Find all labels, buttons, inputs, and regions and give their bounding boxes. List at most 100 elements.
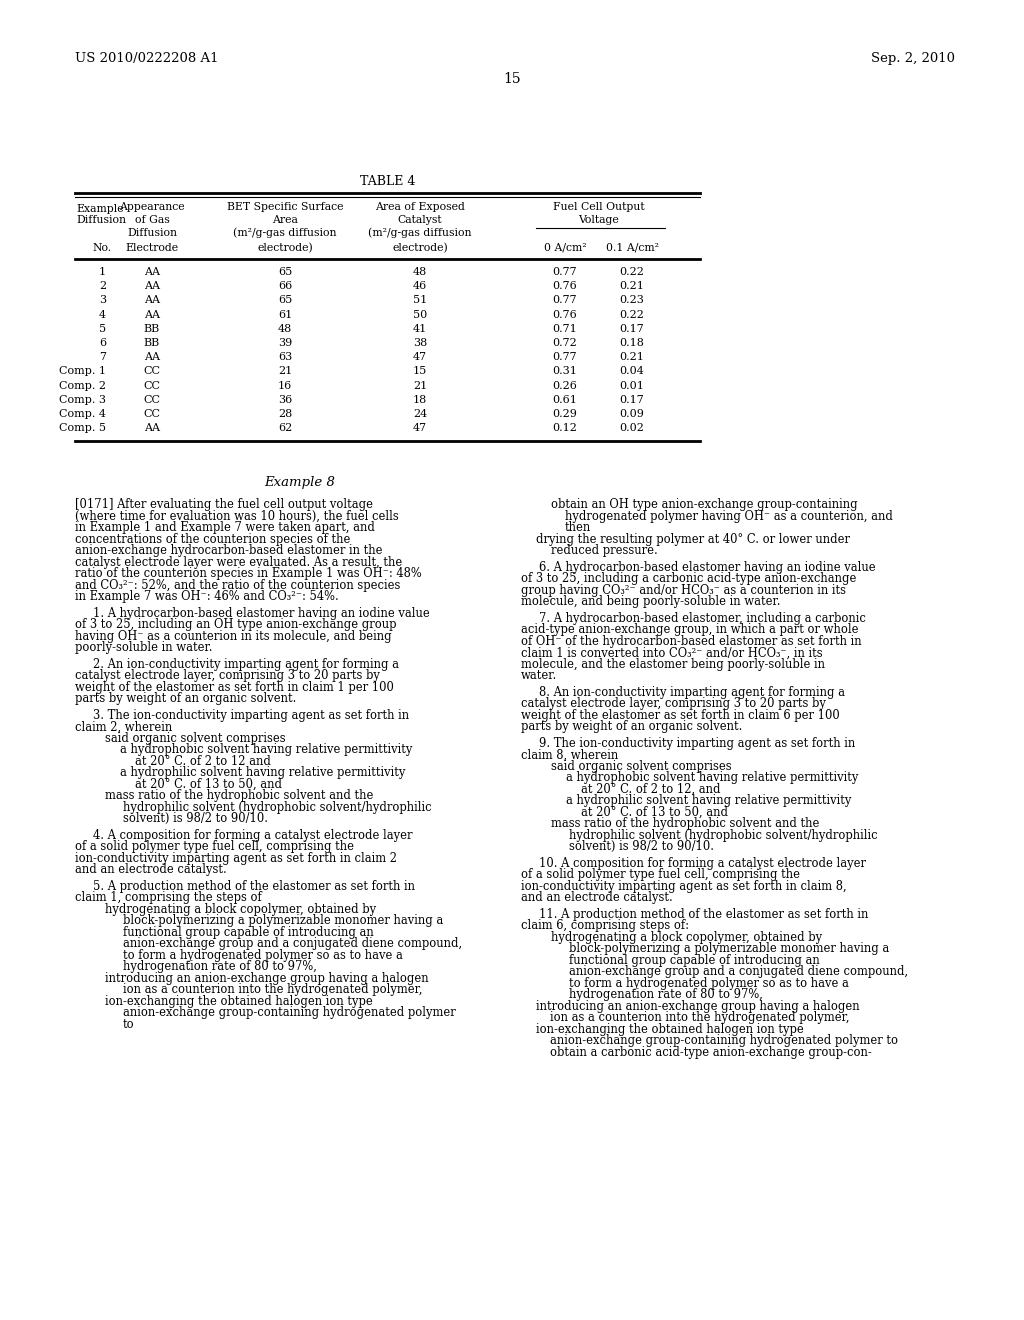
Text: at 20° C. of 13 to 50, and: at 20° C. of 13 to 50, and: [135, 777, 282, 791]
Text: 50: 50: [413, 310, 427, 319]
Text: weight of the elastomer as set forth in claim 1 per 100: weight of the elastomer as set forth in …: [75, 681, 394, 694]
Text: Electrode: Electrode: [125, 243, 178, 253]
Text: group having CO₃²⁻ and/or HCO₃⁻ as a counterion in its: group having CO₃²⁻ and/or HCO₃⁻ as a cou…: [521, 583, 846, 597]
Text: reduced pressure.: reduced pressure.: [551, 544, 657, 557]
Text: a hydrophobic solvent having relative permittivity: a hydrophobic solvent having relative pe…: [120, 743, 413, 756]
Text: 47: 47: [413, 352, 427, 362]
Text: and an electrode catalyst.: and an electrode catalyst.: [521, 891, 673, 904]
Text: Sep. 2, 2010: Sep. 2, 2010: [871, 51, 955, 65]
Text: BB: BB: [144, 338, 160, 348]
Text: 11. A production method of the elastomer as set forth in: 11. A production method of the elastomer…: [539, 908, 868, 921]
Text: of a solid polymer type fuel cell, comprising the: of a solid polymer type fuel cell, compr…: [521, 869, 800, 882]
Text: and an electrode catalyst.: and an electrode catalyst.: [75, 863, 226, 876]
Text: AA: AA: [144, 267, 160, 277]
Text: 0.71: 0.71: [553, 323, 578, 334]
Text: hydrogenating a block copolymer, obtained by: hydrogenating a block copolymer, obtaine…: [551, 931, 822, 944]
Text: said organic solvent comprises: said organic solvent comprises: [551, 760, 731, 774]
Text: catalyst electrode layer were evaluated. As a result, the: catalyst electrode layer were evaluated.…: [75, 556, 402, 569]
Text: 28: 28: [278, 409, 292, 418]
Text: then: then: [565, 521, 591, 535]
Text: 6: 6: [99, 338, 106, 348]
Text: Fuel Cell Output
Voltage: Fuel Cell Output Voltage: [553, 202, 644, 224]
Text: obtain an OH type anion-exchange group-containing: obtain an OH type anion-exchange group-c…: [551, 499, 858, 511]
Text: in Example 1 and Example 7 were taken apart, and: in Example 1 and Example 7 were taken ap…: [75, 521, 375, 535]
Text: 2. An ion-conductivity imparting agent for forming a: 2. An ion-conductivity imparting agent f…: [93, 657, 399, 671]
Text: to: to: [123, 1018, 134, 1031]
Text: 62: 62: [278, 424, 292, 433]
Text: AA: AA: [144, 424, 160, 433]
Text: anion-exchange group-containing hydrogenated polymer to: anion-exchange group-containing hydrogen…: [550, 1035, 898, 1047]
Text: 0.26: 0.26: [553, 380, 578, 391]
Text: 0.72: 0.72: [553, 338, 578, 348]
Text: 39: 39: [278, 338, 292, 348]
Text: introducing an anion-exchange group having a halogen: introducing an anion-exchange group havi…: [536, 1001, 859, 1012]
Text: weight of the elastomer as set forth in claim 6 per 100: weight of the elastomer as set forth in …: [521, 709, 840, 722]
Text: Example 8: Example 8: [264, 477, 336, 490]
Text: solvent) is 98/2 to 90/10.: solvent) is 98/2 to 90/10.: [123, 812, 268, 825]
Text: BET Specific Surface
Area
(m²/g-gas diffusion: BET Specific Surface Area (m²/g-gas diff…: [226, 202, 343, 239]
Text: 0.21: 0.21: [620, 352, 644, 362]
Text: Comp. 4: Comp. 4: [59, 409, 106, 418]
Text: hydrogenation rate of 80 to 97%,: hydrogenation rate of 80 to 97%,: [123, 961, 316, 973]
Text: 0.61: 0.61: [553, 395, 578, 405]
Text: anion-exchange group and a conjugated diene compound,: anion-exchange group and a conjugated di…: [123, 937, 462, 950]
Text: having OH⁻ as a counterion in its molecule, and being: having OH⁻ as a counterion in its molecu…: [75, 630, 391, 643]
Text: a hydrophilic solvent having relative permittivity: a hydrophilic solvent having relative pe…: [120, 767, 406, 779]
Text: functional group capable of introducing an: functional group capable of introducing …: [123, 925, 374, 939]
Text: functional group capable of introducing an: functional group capable of introducing …: [569, 954, 820, 966]
Text: acid-type anion-exchange group, in which a part or whole: acid-type anion-exchange group, in which…: [521, 623, 858, 636]
Text: Appearance
of Gas
Diffusion: Appearance of Gas Diffusion: [119, 202, 184, 238]
Text: 24: 24: [413, 409, 427, 418]
Text: 9. The ion-conductivity imparting agent as set forth in: 9. The ion-conductivity imparting agent …: [539, 737, 855, 750]
Text: 7: 7: [99, 352, 106, 362]
Text: Diffusion: Diffusion: [76, 215, 126, 224]
Text: 48: 48: [278, 323, 292, 334]
Text: block-polymerizing a polymerizable monomer having a: block-polymerizing a polymerizable monom…: [569, 942, 889, 956]
Text: 8. An ion-conductivity imparting agent for forming a: 8. An ion-conductivity imparting agent f…: [539, 686, 845, 698]
Text: 0.77: 0.77: [553, 267, 578, 277]
Text: a hydrophobic solvent having relative permittivity: a hydrophobic solvent having relative pe…: [566, 771, 858, 784]
Text: AA: AA: [144, 310, 160, 319]
Text: 0.12: 0.12: [553, 424, 578, 433]
Text: 7. A hydrocarbon-based elastomer, including a carbonic: 7. A hydrocarbon-based elastomer, includ…: [539, 612, 866, 624]
Text: 48: 48: [413, 267, 427, 277]
Text: 0.02: 0.02: [620, 424, 644, 433]
Text: 0.22: 0.22: [620, 267, 644, 277]
Text: mass ratio of the hydrophobic solvent and the: mass ratio of the hydrophobic solvent an…: [551, 817, 819, 830]
Text: 46: 46: [413, 281, 427, 292]
Text: 0.23: 0.23: [620, 296, 644, 305]
Text: 66: 66: [278, 281, 292, 292]
Text: ion-conductivity imparting agent as set forth in claim 8,: ion-conductivity imparting agent as set …: [521, 880, 847, 892]
Text: 21: 21: [413, 380, 427, 391]
Text: No.: No.: [92, 243, 112, 253]
Text: 0.17: 0.17: [620, 395, 644, 405]
Text: of a solid polymer type fuel cell, comprising the: of a solid polymer type fuel cell, compr…: [75, 841, 354, 854]
Text: water.: water.: [521, 669, 557, 682]
Text: Comp. 3: Comp. 3: [59, 395, 106, 405]
Text: AA: AA: [144, 296, 160, 305]
Text: 0.04: 0.04: [620, 367, 644, 376]
Text: Area of Exposed
Catalyst
(m²/g-gas diffusion: Area of Exposed Catalyst (m²/g-gas diffu…: [369, 202, 472, 239]
Text: electrode): electrode): [257, 243, 313, 253]
Text: drying the resulting polymer at 40° C. or lower under: drying the resulting polymer at 40° C. o…: [536, 533, 850, 546]
Text: obtain a carbonic acid-type anion-exchange group-con-: obtain a carbonic acid-type anion-exchan…: [550, 1045, 871, 1059]
Text: introducing an anion-exchange group having a halogen: introducing an anion-exchange group havi…: [105, 972, 429, 985]
Text: CC: CC: [143, 380, 161, 391]
Text: US 2010/0222208 A1: US 2010/0222208 A1: [75, 51, 218, 65]
Text: a hydrophilic solvent having relative permittivity: a hydrophilic solvent having relative pe…: [566, 795, 851, 808]
Text: 0.09: 0.09: [620, 409, 644, 418]
Text: CC: CC: [143, 395, 161, 405]
Text: 0.77: 0.77: [553, 296, 578, 305]
Text: block-polymerizing a polymerizable monomer having a: block-polymerizing a polymerizable monom…: [123, 915, 443, 928]
Text: of OH⁻ of the hydrocarbon-based elastomer as set forth in: of OH⁻ of the hydrocarbon-based elastome…: [521, 635, 861, 648]
Text: ion as a counterion into the hydrogenated polymer,: ion as a counterion into the hydrogenate…: [550, 1011, 850, 1024]
Text: anion-exchange group-containing hydrogenated polymer: anion-exchange group-containing hydrogen…: [123, 1006, 456, 1019]
Text: 10. A composition for forming a catalyst electrode layer: 10. A composition for forming a catalyst…: [539, 857, 866, 870]
Text: 0.1 A/cm²: 0.1 A/cm²: [605, 243, 658, 253]
Text: hydrogenation rate of 80 to 97%,: hydrogenation rate of 80 to 97%,: [569, 989, 763, 1002]
Text: 47: 47: [413, 424, 427, 433]
Text: 18: 18: [413, 395, 427, 405]
Text: claim 8, wherein: claim 8, wherein: [521, 748, 618, 762]
Text: 0.01: 0.01: [620, 380, 644, 391]
Text: 36: 36: [278, 395, 292, 405]
